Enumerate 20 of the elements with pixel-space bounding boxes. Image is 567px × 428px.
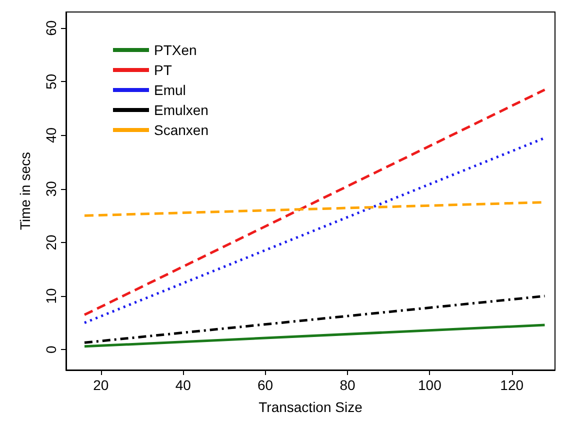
x-axis-title: Transaction Size xyxy=(258,399,363,415)
y-tick-label: 60 xyxy=(43,20,59,36)
legend-label: Emulxen xyxy=(154,102,208,118)
y-tick-label: 50 xyxy=(43,74,59,90)
x-tick-label: 60 xyxy=(258,377,274,393)
x-tick-label: 40 xyxy=(175,377,192,393)
x-tick-label: 100 xyxy=(418,377,442,393)
y-tick-label: 40 xyxy=(43,127,59,144)
x-tick-label: 80 xyxy=(340,377,356,393)
y-axis-title: Time in secs xyxy=(17,152,33,230)
x-tick-label: 20 xyxy=(93,377,109,393)
x-tick-label: 120 xyxy=(500,377,524,393)
y-tick-label: 20 xyxy=(43,234,59,250)
y-tick-label: 0 xyxy=(43,346,59,354)
legend-label: Scanxen xyxy=(154,122,208,138)
legend-label: PTXen xyxy=(154,42,197,58)
y-tick-label: 10 xyxy=(43,288,59,304)
legend-label: Emul xyxy=(154,82,186,98)
legend-label: PT xyxy=(154,62,172,78)
y-tick-label: 30 xyxy=(43,180,59,197)
